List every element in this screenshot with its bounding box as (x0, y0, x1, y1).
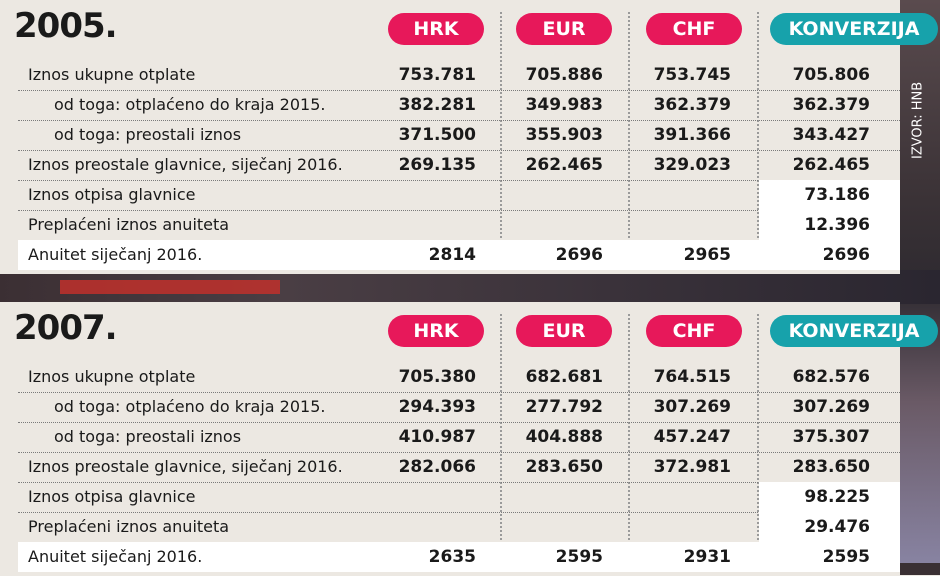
cell-eur: 2595 (555, 547, 603, 567)
cell-eur: 682.681 (525, 367, 603, 387)
table-row: Iznos otpisa glavnice 73.186 (18, 180, 900, 211)
column-divider (757, 314, 759, 572)
cell-eur: 277.792 (525, 397, 603, 417)
column-header-chf: CHF (646, 315, 742, 347)
table-row: Iznos preostale glavnice, siječanj 2016.… (18, 452, 900, 483)
highlight-cell (759, 482, 900, 512)
cell-konverzija: 2696 (822, 245, 870, 265)
column-header-hrk: HRK (388, 315, 484, 347)
row-label: od toga: preostali iznos (54, 125, 242, 144)
highlight-cell (759, 210, 900, 240)
cell-konverzija: 682.576 (792, 367, 870, 387)
cell-chf: 764.515 (653, 367, 731, 387)
cell-chf: 753.745 (653, 65, 731, 85)
cell-konverzija: 343.427 (792, 125, 870, 145)
cell-konverzija: 283.650 (792, 457, 870, 477)
cell-hrk: 410.987 (398, 427, 476, 447)
cell-eur: 283.650 (525, 457, 603, 477)
cell-konverzija: 98.225 (804, 487, 870, 507)
cell-eur: 705.886 (525, 65, 603, 85)
column-divider (757, 12, 759, 270)
cell-chf: 457.247 (653, 427, 731, 447)
cell-hrk: 753.781 (398, 65, 476, 85)
table-row: Iznos ukupne otplate 705.380 682.681 764.51… (18, 362, 900, 393)
cell-konverzija: 12.396 (804, 215, 870, 235)
column-header-chf: CHF (646, 13, 742, 45)
table-row: Iznos otpisa glavnice 98.225 (18, 482, 900, 513)
cell-eur: 262.465 (525, 155, 603, 175)
column-divider (628, 12, 630, 270)
table-row: od toga: otplaćeno do kraja 2015. 382.281… (18, 90, 900, 121)
cell-hrk: 2635 (428, 547, 476, 567)
row-label: Preplaćeni iznos anuiteta (28, 517, 230, 536)
table-2007: 2007. HRK EUR CHF KONVERZIJA Iznos ukupne otp… (0, 302, 938, 576)
background-photo-strip (0, 270, 940, 304)
cell-chf: 329.023 (653, 155, 731, 175)
cell-hrk: 371.500 (398, 125, 476, 145)
cell-eur: 349.983 (525, 95, 603, 115)
cell-hrk: 382.281 (398, 95, 476, 115)
table-row: od toga: preostali iznos 371.500 355.903 39… (18, 120, 900, 151)
cell-hrk: 269.135 (398, 155, 476, 175)
cell-konverzija: 705.806 (792, 65, 870, 85)
source-note: IZVOR: HNB (910, 81, 926, 159)
column-header-konverzija: KONVERZIJA (770, 315, 938, 347)
cell-chf: 391.366 (653, 125, 731, 145)
cell-chf: 2931 (683, 547, 731, 567)
cell-konverzija: 2595 (822, 547, 870, 567)
table-row: Iznos preostale glavnice, siječanj 2016.… (18, 150, 900, 181)
row-label: Iznos preostale glavnice, siječanj 2016. (28, 155, 343, 174)
cell-hrk: 2814 (428, 245, 476, 265)
row-label: Iznos preostale glavnice, siječanj 2016. (28, 457, 343, 476)
cell-hrk: 705.380 (398, 367, 476, 387)
table-row: od toga: otplaćeno do kraja 2015. 294.393… (18, 392, 900, 423)
row-label: Iznos ukupne otplate (28, 367, 196, 386)
row-label: Preplaćeni iznos anuiteta (28, 215, 230, 234)
table-2005: 2005. HRK EUR CHF KONVERZIJA Iznos ukupne otp… (0, 0, 938, 274)
cell-eur: 404.888 (525, 427, 603, 447)
cell-chf: 2965 (683, 245, 731, 265)
row-label: od toga: preostali iznos (54, 427, 242, 446)
cell-hrk: 294.393 (398, 397, 476, 417)
column-header-eur: EUR (516, 13, 612, 45)
cell-eur: 2696 (555, 245, 603, 265)
table-row: od toga: preostali iznos 410.987 404.888 45… (18, 422, 900, 453)
cell-chf: 307.269 (653, 397, 731, 417)
column-header-konverzija: KONVERZIJA (770, 13, 938, 45)
year-title: 2007. (14, 308, 118, 348)
cell-chf: 372.981 (653, 457, 731, 477)
cell-hrk: 282.066 (398, 457, 476, 477)
column-header-hrk: HRK (388, 13, 484, 45)
row-label: Iznos ukupne otplate (28, 65, 196, 84)
cell-konverzija: 307.269 (792, 397, 870, 417)
cell-konverzija: 262.465 (792, 155, 870, 175)
cell-eur: 355.903 (525, 125, 603, 145)
row-label: Anuitet siječanj 2016. (28, 547, 203, 566)
column-divider (500, 12, 502, 270)
cell-konverzija: 375.307 (792, 427, 870, 447)
cell-konverzija: 362.379 (792, 95, 870, 115)
row-label: Anuitet siječanj 2016. (28, 245, 203, 264)
row-label: od toga: otplaćeno do kraja 2015. (54, 95, 326, 114)
table-row: Preplaćeni iznos anuiteta 12.396 (18, 210, 900, 241)
column-divider (628, 314, 630, 572)
row-label: od toga: otplaćeno do kraja 2015. (54, 397, 326, 416)
row-label: Iznos otpisa glavnice (28, 487, 196, 506)
cell-chf: 362.379 (653, 95, 731, 115)
row-label: Iznos otpisa glavnice (28, 185, 196, 204)
table-row: Anuitet siječanj 2016. 2814 2696 2965 2696 (18, 240, 900, 270)
table-row: Preplaćeni iznos anuiteta 29.476 (18, 512, 900, 543)
year-title: 2005. (14, 6, 118, 46)
table-row: Iznos ukupne otplate 753.781 705.886 753.74… (18, 60, 900, 91)
table-row: Anuitet siječanj 2016. 2635 2595 2931 2595 (18, 542, 900, 572)
highlight-cell (759, 512, 900, 542)
column-divider (500, 314, 502, 572)
column-header-eur: EUR (516, 315, 612, 347)
cell-konverzija: 73.186 (804, 185, 870, 205)
cell-konverzija: 29.476 (804, 517, 870, 537)
highlight-cell (759, 180, 900, 210)
